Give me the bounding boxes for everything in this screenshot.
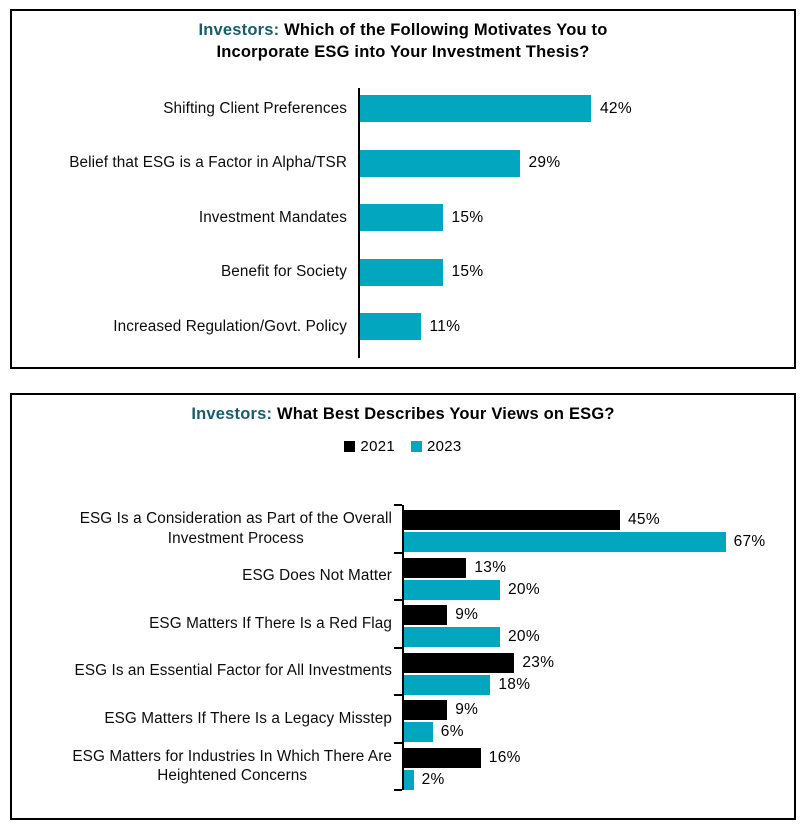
chart1-bar xyxy=(360,204,443,231)
chart2-category-label: ESG Is an Essential Factor for All Inves… xyxy=(74,662,392,680)
chart1-bar xyxy=(360,258,443,286)
chart2-category-label: ESG Matters If There Is a Red Flag xyxy=(149,614,392,632)
chart2-data-label-2021: 23% xyxy=(522,653,555,671)
chart1-category-label: Belief that ESG is a Factor in Alpha/TSR xyxy=(69,154,347,172)
legend-swatch-2021-icon xyxy=(344,441,356,452)
chart2-data-label-2021: 13% xyxy=(474,558,507,576)
legend-label-2023: 2023 xyxy=(427,438,462,455)
chart2-data-label-2023: 6% xyxy=(440,723,464,740)
chart1-bar xyxy=(360,149,520,177)
chart2-bar-2021 xyxy=(404,510,620,530)
chart2-title-text: What Best Describes Your Views on ESG? xyxy=(276,405,615,423)
chart1-category-label: Benefit for Society xyxy=(220,263,347,281)
chart2-bar-2021 xyxy=(404,557,467,578)
chart2-data-label-2023: 2% xyxy=(421,770,445,788)
chart1-title-accent: Investors: xyxy=(198,21,280,39)
chart1-bar xyxy=(360,95,591,122)
chart2-title: Investors: What Best Describes Your View… xyxy=(12,403,794,425)
chart2-bar-2021 xyxy=(404,747,481,768)
chart2-data-label-2023: 20% xyxy=(508,628,540,645)
chart2-bar-2023 xyxy=(404,722,433,742)
chart2-bar-2023 xyxy=(404,627,500,647)
chart2-bar-2023 xyxy=(404,674,491,695)
chart2-category-label: ESG Matters If There Is a Legacy Misstep xyxy=(104,709,392,727)
legend-swatch-2023-icon xyxy=(411,441,422,452)
chart2-bar-2021 xyxy=(404,700,448,720)
chart2-data-label-2023: 67% xyxy=(733,533,766,550)
chart2-axis-tick xyxy=(394,694,402,696)
chart2-bar-2023 xyxy=(404,532,726,552)
chart1-category-label: Investment Mandates xyxy=(198,208,347,226)
chart2-bar-2021 xyxy=(404,652,515,673)
chart2-data-label-2021: 45% xyxy=(628,511,660,528)
legend-item-2023: 2023 xyxy=(411,438,462,455)
chart2-title-accent: Investors: xyxy=(191,405,273,423)
chart2-axis-tick xyxy=(394,741,402,744)
chart1-data-label: 29% xyxy=(528,154,561,171)
chart-panel-esg-motivations: Investors: Which of the Following Motiva… xyxy=(10,9,796,369)
chart1-category-label: Increased Regulation/Govt. Policy xyxy=(113,317,347,335)
chart1-category-label: Shifting Client Preferences xyxy=(163,99,347,117)
chart2-legend: 2021 2023 xyxy=(12,438,794,455)
chart2-bar-2021 xyxy=(404,605,448,625)
chart1-category-axis xyxy=(358,88,360,358)
chart2-axis-tick xyxy=(394,646,402,649)
legend-item-2021: 2021 xyxy=(344,438,395,455)
chart2-data-label-2023: 20% xyxy=(508,580,540,598)
chart2-bar-2023 xyxy=(404,769,414,790)
chart2-axis-tick xyxy=(394,789,402,791)
chart1-title-text: Which of the Following Motivates You to … xyxy=(216,21,608,62)
chart2-axis-tick xyxy=(394,504,402,506)
chart2-data-label-2021: 9% xyxy=(455,606,479,623)
chart2-axis-tick xyxy=(394,599,402,601)
chart2-bar-2023 xyxy=(404,579,500,600)
chart1-bar xyxy=(360,313,421,340)
chart2-data-label-2021: 16% xyxy=(488,748,521,766)
chart1-data-label: 42% xyxy=(600,99,632,117)
chart2-plot-area: ESG Is a Consideration as Part of the Ov… xyxy=(12,395,794,818)
chart1-title: Investors: Which of the Following Motiva… xyxy=(12,19,794,64)
chart2-category-label: ESG Does Not Matter xyxy=(242,567,392,585)
chart2-category-label: ESG Matters for Industries In Which Ther… xyxy=(72,747,392,785)
chart1-plot-area: Shifting Client Preferences 42% Belief tha… xyxy=(12,11,794,367)
chart2-category-axis xyxy=(402,505,404,790)
chart2-data-label-2021: 9% xyxy=(455,701,479,718)
legend-label-2021: 2021 xyxy=(360,438,395,455)
chart2-axis-tick xyxy=(394,551,402,554)
chart2-category-label: ESG Is a Consideration as Part of the Ov… xyxy=(79,510,392,547)
chart1-data-label: 15% xyxy=(451,208,484,226)
chart-panel-esg-views: Investors: What Best Describes Your View… xyxy=(10,393,796,820)
chart1-data-label: 15% xyxy=(451,263,484,280)
chart1-data-label: 11% xyxy=(429,317,461,335)
chart2-data-label-2023: 18% xyxy=(498,675,531,693)
